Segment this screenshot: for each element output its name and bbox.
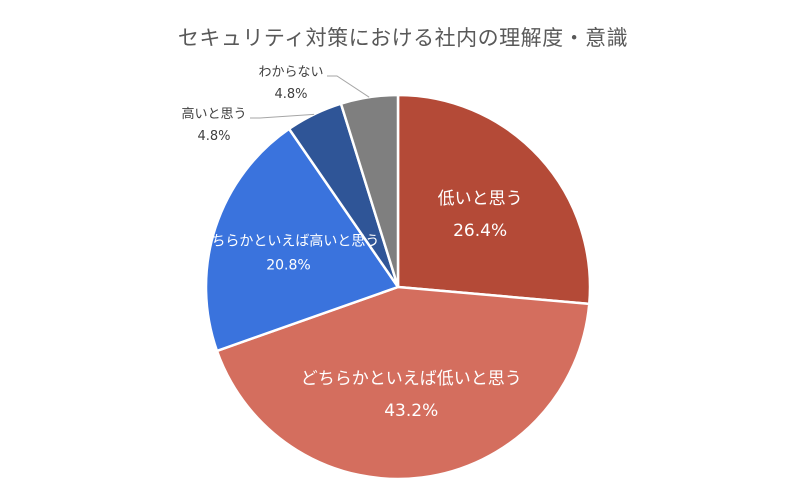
leader-line-5	[327, 75, 370, 98]
slice-label-5: わからない	[258, 65, 323, 80]
slice-label-1: 低いと思う	[438, 189, 523, 209]
slice-value-3: 20.8%	[266, 257, 310, 273]
slice-value-5: 4.8%	[274, 87, 307, 102]
pie-slice-1	[396, 93, 592, 306]
pie-slice-3	[204, 127, 400, 353]
slice-label-4: 高いと思う	[181, 106, 246, 122]
leader-line-4	[250, 113, 315, 119]
slice-value-1: 26.4%	[453, 221, 507, 241]
chart-title: セキュリティ対策における社内の理解度・意識	[177, 26, 629, 50]
pie-slice-2	[215, 285, 591, 481]
slice-label-3: どちらかといえば高いと思う	[197, 232, 379, 249]
slice-value-4: 4.8%	[197, 129, 230, 144]
slice-label-2: どちらかといえば低いと思う	[301, 369, 522, 389]
slice-value-2: 43.2%	[384, 401, 438, 421]
